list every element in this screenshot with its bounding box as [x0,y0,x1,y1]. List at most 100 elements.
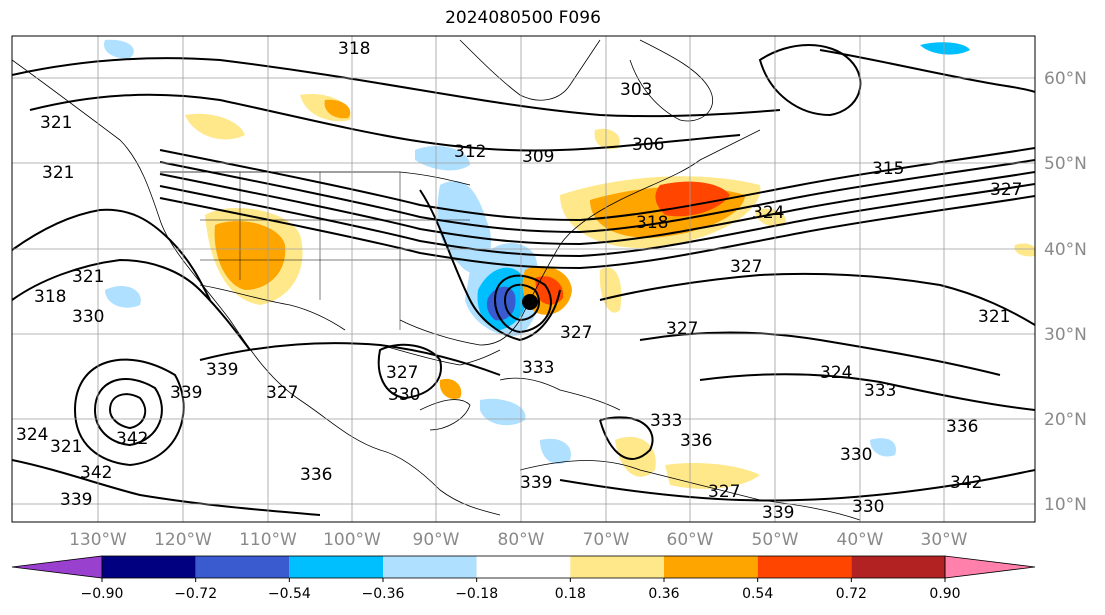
lon-label: 50°W [752,530,799,550]
colorbar-frame [101,555,946,579]
contour-storm-2 [493,274,552,334]
colorbar-segment [476,556,571,578]
contour-label: 336 [300,465,332,485]
contour-atl-3 [699,373,1035,411]
colorbar-segment [289,556,383,578]
contour-label: 327 [266,383,298,403]
contour-label: 321 [50,437,82,457]
lat-axis: 60°N 50°N 40°N 30°N 20°N 10°N [1044,69,1087,515]
contour-label: 327 [990,180,1022,200]
colorbar-tick-label: 0.18 [555,586,586,602]
lat-label: 30°N [1044,325,1087,345]
lon-label: 130°W [69,530,127,550]
shade-blue-northeast [920,42,970,55]
shade-yellow-tropics [615,436,656,477]
lat-label: 60°N [1044,69,1087,89]
lat-label: 20°N [1044,410,1087,430]
lat-label: 10°N [1044,495,1087,515]
colorbar-extend-low [11,555,103,579]
contour-north-1 [12,57,781,118]
colorbar-tick-label: 0.72 [836,586,867,602]
contour-label: 327 [666,319,698,339]
lat-label: 50°N [1044,154,1087,174]
shade-blue-alaska [104,39,134,59]
contour-ne-low [758,44,862,117]
lon-label: 100°W [323,530,381,550]
colorbar-segment [570,556,664,578]
contour-label: 315 [872,159,904,179]
contour-label: 327 [708,482,740,502]
contour-north-2 [29,93,741,152]
contour-label: 342 [80,463,112,483]
contour-label: 339 [520,473,552,493]
colorbar-extend-high [944,555,1036,579]
contour-label: 312 [454,142,486,162]
coastline-yucatan [419,399,471,431]
colorbar-tick-label: 0.90 [929,586,960,602]
contour-label: 336 [680,431,712,451]
contour-label: 318 [338,39,370,59]
contour-atl-1 [599,272,1035,326]
shade-yellow-atlantic-central [599,267,622,313]
contour-west-2 [12,258,251,351]
contour-label: 330 [388,385,420,405]
map-panel: 318 312 309 306 303 315 327 324 318 327 … [12,36,1035,523]
coastline-caribbean [499,377,621,411]
shade-yellow-labrador [594,128,620,150]
colorbar-segment [383,556,477,578]
storm-center [522,294,538,310]
contour-label: 330 [72,307,104,327]
shade-yellow-gulf [439,378,462,399]
colorbar-segment [195,556,290,578]
contour-high-2 [93,378,163,447]
border-us-mexico [199,284,346,331]
colorbar-segment [664,556,758,578]
contour-label: 321 [72,267,104,287]
colorbar-tick-label: 0.36 [648,586,679,602]
contour-label: 339 [762,503,794,523]
contour-label: 333 [864,381,896,401]
contour-label: 306 [632,135,664,155]
contour-trop-1 [559,469,1035,502]
colorbar-segment [757,556,852,578]
contour-label: 321 [978,307,1010,327]
shading-layer [104,39,1035,489]
contour-west-1 [12,208,211,301]
contour-label: 339 [170,383,202,403]
colorbar-tick-label: −0.72 [174,586,217,602]
shade-blue-pacific [105,285,141,308]
contour-north-3 [819,49,1035,93]
graticule [12,36,1035,522]
colorbar-tick-label: −0.90 [81,586,124,602]
contour-jet-3 [159,171,1035,246]
contour-label: 330 [840,445,872,465]
lon-label: 90°W [413,530,460,550]
lon-label: 70°W [583,530,630,550]
contour-jet-5 [159,195,1035,270]
plot-title: 2024080500 F096 [445,8,601,28]
shade-blue-atlantic-east [870,438,896,457]
contour-label: 327 [730,257,762,277]
contour-label: 339 [206,360,238,380]
lon-label: 120°W [154,530,212,550]
contour-label: 324 [820,363,852,383]
contour-jet-4 [159,183,1035,258]
shade-blue-caribbean [540,438,571,464]
colorbar-segment [851,556,945,578]
contour-label: 318 [34,287,66,307]
contour-high-1 [108,393,147,430]
coastline-east-us [399,129,761,346]
contour-label: 318 [636,213,668,233]
contour-jet-1 [159,147,1035,222]
colorbar: −0.90 −0.72 −0.54 −0.36 −0.18 0.18 0.36 0.54 0.7… [11,555,1036,602]
coastline-gulf [379,344,501,366]
contour-label: 333 [650,411,682,431]
colorbar-tick-label: −0.54 [268,586,311,602]
contour-trough [419,189,561,342]
contour-storm-1 [503,283,540,322]
contour-label: 321 [42,163,74,183]
coastline-south-america [519,460,861,521]
state-lines [200,172,470,330]
colorbar-tick-label: 0.54 [742,586,773,602]
